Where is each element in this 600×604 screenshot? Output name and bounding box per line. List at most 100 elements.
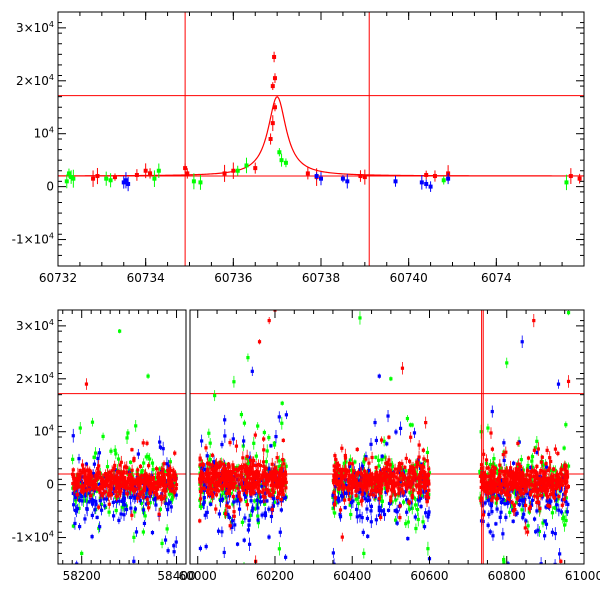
bottom-blue-point — [267, 468, 270, 471]
bottom-red-point — [104, 490, 107, 493]
bottom-green-point — [79, 426, 82, 429]
bottom-red-point — [84, 469, 87, 472]
bottom-green-point — [407, 520, 410, 523]
bottom-red-point — [224, 472, 227, 475]
bottom-blue-point — [381, 455, 384, 458]
bottom-red-point — [85, 489, 88, 492]
bottom-green-point — [207, 432, 210, 435]
bottom-green-point — [520, 508, 523, 511]
bottom-blue-point — [521, 516, 524, 519]
bottom-green-point — [241, 521, 244, 524]
bottom-green-point — [117, 457, 120, 460]
top-green-point — [109, 178, 113, 182]
bottom-blue-point — [112, 514, 115, 517]
top-red-point — [95, 174, 99, 178]
bottom-red-point — [370, 456, 373, 459]
top-red-point — [272, 55, 276, 59]
bottom-red-point — [88, 472, 91, 475]
bottom-red-point — [206, 476, 209, 479]
top-blue-point — [341, 177, 345, 181]
bottom-red-point — [174, 477, 177, 480]
top-xtick-label: 60736 — [214, 271, 252, 285]
bottom-red-point — [243, 478, 246, 481]
bottom-red-point — [248, 482, 251, 485]
bottom-blue-point — [487, 524, 490, 527]
bottom-green-outlier-point — [80, 552, 83, 555]
bottom-blue-point — [535, 509, 538, 512]
bottom-red-point — [155, 467, 158, 470]
bottom-red-point — [241, 456, 244, 459]
bottom-green-point — [421, 520, 424, 523]
bottom-red-point — [382, 468, 385, 471]
bottom-blue-point — [142, 508, 145, 511]
bottom-blue-point — [83, 517, 86, 520]
bottom-blue-point — [518, 503, 521, 506]
bottom-red-point — [210, 472, 213, 475]
bottom-green-point — [520, 458, 523, 461]
bottom-red-point — [212, 481, 215, 484]
bottom-red-point — [422, 449, 425, 452]
bottom-blue-point — [94, 503, 97, 506]
bottom-red-point — [211, 476, 214, 479]
bottom-blue-point — [369, 443, 372, 446]
bottom-blue-point — [423, 525, 426, 528]
bottom-red-point — [175, 487, 178, 490]
bottom-red-point — [94, 484, 97, 487]
bottom-blue-point — [501, 498, 504, 501]
bottom-green-point — [266, 449, 269, 452]
top-xtick-label: 60734 — [127, 271, 165, 285]
bottom-blue-point — [256, 518, 259, 521]
bottom-green-point — [355, 498, 358, 501]
bottom-blue-point — [394, 430, 397, 433]
bottom-red-point — [86, 482, 89, 485]
bottom-red-point — [267, 491, 270, 494]
bottom-red-point — [360, 472, 363, 475]
bottom-red-point — [261, 474, 264, 477]
bottom-blue-point — [566, 503, 569, 506]
top-xtick-label: 60738 — [302, 271, 340, 285]
bottom-red-point — [199, 473, 202, 476]
bottom-blue-point — [248, 543, 251, 546]
bottom-green-point — [280, 422, 283, 425]
bottom-red-point — [169, 478, 172, 481]
top-green-point — [67, 171, 71, 175]
bottom-green-point — [141, 469, 144, 472]
bottom-red-point — [282, 462, 285, 465]
bottom-red-point — [251, 471, 254, 474]
bottom-green-point — [91, 421, 94, 424]
bottom-red-point — [101, 483, 104, 486]
top-green-point — [65, 179, 69, 183]
bottom-blue-point — [100, 509, 103, 512]
top-green-point — [104, 177, 108, 181]
bottom-blue-point — [96, 516, 99, 519]
bottom-blue-point — [536, 529, 539, 532]
bottom-blue-point — [73, 522, 76, 525]
bottom-blue-point — [72, 503, 75, 506]
bottom-blue-point — [502, 441, 505, 444]
bottom-red-point — [153, 486, 156, 489]
bottom-blue-point — [487, 513, 490, 516]
top-green-point — [564, 180, 568, 184]
bottom-red-point — [217, 489, 220, 492]
bottom-red-point — [232, 495, 235, 498]
bottom-red-point — [222, 484, 225, 487]
bottom-red-point — [219, 477, 222, 480]
bottom-blue-point — [337, 500, 340, 503]
bottom-red-point — [209, 482, 212, 485]
bottom-blue-point — [226, 501, 229, 504]
bottom-red-point — [257, 487, 260, 490]
bottom-green-point — [414, 527, 417, 530]
bottom-green-point — [502, 558, 505, 561]
bottom-red-point — [282, 439, 285, 442]
bottom-red-point — [246, 455, 249, 458]
bottom-red-point — [271, 482, 274, 485]
bottom-green-point — [166, 527, 169, 530]
bottom-red-point — [238, 495, 241, 498]
bottom-blue-point — [165, 462, 168, 465]
bottom-blue-point — [231, 519, 234, 522]
bottom-red-point — [136, 468, 139, 471]
bottom-blue-point — [355, 508, 358, 511]
bottom-blue-point — [173, 550, 176, 553]
bottom-blue-point — [557, 383, 560, 386]
